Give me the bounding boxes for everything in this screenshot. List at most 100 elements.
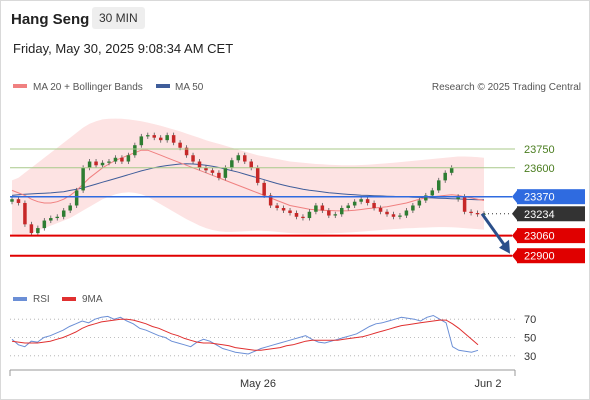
candle-body — [49, 218, 53, 221]
candle-body — [87, 161, 92, 168]
candle-body — [191, 155, 195, 162]
rsi-ma-line — [11, 318, 479, 351]
level-tag-pivot — [517, 189, 585, 205]
candle-body — [158, 137, 163, 141]
level-tag-pointer — [512, 248, 518, 264]
candle-body — [436, 180, 441, 191]
candle-body — [74, 190, 79, 206]
level-tag-pointer — [512, 206, 518, 222]
candle-body — [275, 205, 279, 208]
candle-body — [23, 202, 27, 225]
candle-body — [378, 207, 383, 212]
candle-body — [139, 136, 144, 146]
candle-body — [178, 142, 182, 148]
price-plot-area — [10, 118, 486, 237]
candle-body — [68, 205, 72, 211]
candle-body — [365, 199, 370, 203]
ma50-legend-swatch — [156, 84, 170, 88]
candle-body — [333, 214, 338, 216]
candle-body — [100, 162, 105, 166]
rsi-legend-swatch — [13, 297, 27, 301]
candle-body — [16, 199, 21, 203]
candle-body — [249, 161, 253, 168]
candle-body — [339, 207, 344, 215]
candle-body — [29, 224, 34, 234]
rsi-plot-area: 70 50 30 — [10, 314, 536, 363]
level-tag-current — [517, 206, 585, 222]
candle-body — [443, 172, 447, 181]
candle-body — [424, 195, 428, 201]
candle-body — [294, 213, 299, 217]
candle-body — [391, 214, 396, 217]
candle-body — [462, 196, 467, 212]
candle-body — [217, 172, 221, 178]
candle-body — [327, 210, 331, 216]
candle-body — [243, 155, 247, 162]
candle-body — [171, 135, 176, 143]
candle-body — [475, 213, 480, 215]
level-label-23234: 23234 — [524, 209, 555, 221]
price-levels: 23750 23600 23370 23234 23060 22900 — [10, 144, 585, 264]
candle-body — [230, 160, 234, 168]
price-legend: MA 20 + Bollinger Bands MA 50 Research ©… — [13, 82, 581, 93]
level-tag-support — [517, 248, 585, 264]
candle-body — [133, 145, 137, 156]
candle-body — [107, 161, 111, 163]
rsi-legend-label: RSI — [33, 294, 50, 305]
candle-body — [223, 167, 228, 178]
candle-body — [126, 155, 131, 162]
ma20-line — [11, 149, 485, 212]
candle-body — [152, 135, 157, 138]
rsi-ma-legend-swatch — [62, 297, 76, 301]
candle-body — [120, 157, 124, 162]
candle-body — [197, 161, 202, 168]
bollinger-band — [12, 118, 484, 237]
time-axis: May 26 Jun 2 — [9, 369, 516, 390]
projection-arrow-head — [499, 239, 510, 254]
candle-body — [10, 199, 14, 202]
candle-body — [81, 167, 85, 191]
candle-body — [314, 205, 318, 212]
timeframe-button[interactable]: 30 MIN — [92, 7, 145, 29]
projection-arrow-shaft — [480, 212, 509, 250]
candle-body — [255, 167, 260, 183]
level-tag-support — [517, 228, 585, 244]
candle-body — [55, 216, 60, 219]
candle-body — [398, 215, 402, 217]
instrument-title: Hang Seng — [11, 11, 90, 28]
candle-body — [36, 228, 40, 234]
time-axis-label: May 26 — [240, 378, 276, 390]
candle-body — [210, 170, 215, 173]
candle-body — [456, 196, 460, 200]
rsi-tick-label: 30 — [524, 351, 536, 363]
ma20-legend-label: MA 20 + Bollinger Bands — [33, 82, 143, 93]
candle-body — [42, 220, 47, 229]
candle-body — [411, 205, 415, 211]
candle-body — [204, 167, 208, 171]
ma20-legend-swatch — [13, 84, 27, 88]
candle-body — [268, 195, 273, 206]
candle-body — [307, 211, 312, 219]
candle-body — [469, 211, 473, 214]
candle-body — [184, 147, 189, 156]
level-label-22900: 22900 — [524, 251, 555, 263]
candle-body — [417, 200, 422, 206]
level-label-23060: 23060 — [524, 231, 555, 243]
candle-body — [165, 135, 169, 141]
level-label-23370: 23370 — [524, 192, 555, 204]
credit-text: Research © 2025 Trading Central — [432, 82, 581, 93]
candle-body — [301, 216, 305, 219]
rsi-legend: RSI 9MA — [13, 294, 103, 305]
candle-body — [449, 167, 454, 173]
rsi-ma-legend-label: 9MA — [82, 294, 103, 305]
candle-body — [359, 199, 363, 202]
level-label-23600: 23600 — [524, 163, 555, 175]
candle-body — [236, 155, 241, 161]
time-axis-label: Jun 2 — [475, 378, 502, 390]
level-tag-pointer — [512, 228, 518, 244]
chart-header: Hang Seng 30 MIN — [0, 0, 590, 36]
rsi-tick-label: 50 — [524, 333, 536, 345]
candle-body — [404, 210, 409, 216]
candle-body — [61, 210, 66, 217]
